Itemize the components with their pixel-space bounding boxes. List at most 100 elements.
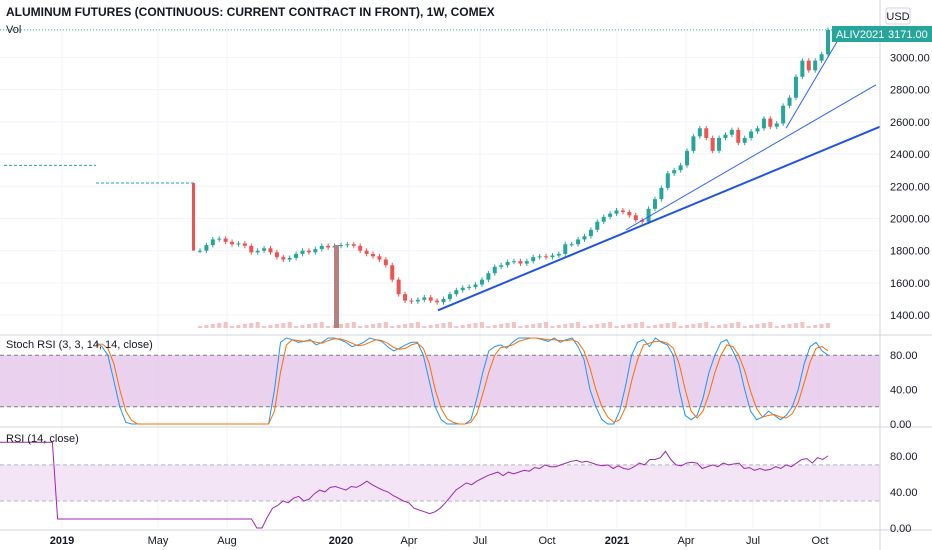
candle xyxy=(345,244,350,246)
candle xyxy=(665,173,670,188)
candle xyxy=(563,244,568,254)
volume-bar xyxy=(210,324,215,328)
volume-bar xyxy=(377,323,382,328)
volume-bar xyxy=(595,324,600,328)
rsi-line xyxy=(0,441,829,529)
volume-bar xyxy=(761,323,766,328)
volume-bar xyxy=(717,325,722,328)
candle xyxy=(505,261,510,266)
candle xyxy=(409,300,414,302)
volume-bar xyxy=(697,323,702,328)
volume-bar xyxy=(601,323,606,328)
time-tick-label: 2020 xyxy=(329,535,353,547)
volume-bar xyxy=(537,323,542,328)
candle xyxy=(800,60,805,77)
candle xyxy=(723,134,728,138)
candle xyxy=(428,297,433,301)
rsi-tick-label: 0.00 xyxy=(890,523,911,535)
volume-bar xyxy=(204,325,209,328)
volume-bar xyxy=(223,322,228,328)
volume-bar xyxy=(582,326,587,328)
volume-bar xyxy=(287,322,292,328)
candle xyxy=(761,118,766,129)
candle xyxy=(569,244,574,246)
volume-bar xyxy=(306,324,311,328)
volume-bar xyxy=(351,322,356,328)
currency-badge[interactable]: USD xyxy=(885,7,911,25)
volume-bar xyxy=(428,325,433,328)
volume-bar xyxy=(576,322,581,328)
candle xyxy=(210,239,215,246)
candle xyxy=(627,212,632,216)
volume-bar xyxy=(774,326,779,328)
volume-bar xyxy=(499,324,504,328)
volume-bar xyxy=(826,323,830,328)
price-tick-label: 1400.00 xyxy=(890,310,930,322)
candle xyxy=(774,123,779,127)
candle xyxy=(383,259,388,266)
candle xyxy=(512,261,516,263)
volume-bar xyxy=(787,324,792,328)
volume-bar xyxy=(691,324,696,328)
volume-bar xyxy=(338,324,343,328)
volume-bar xyxy=(755,324,760,328)
candle xyxy=(223,238,228,242)
candle xyxy=(678,165,683,171)
price-tag-symbol: ALIV2021 xyxy=(836,29,884,41)
volume-bar xyxy=(492,325,497,328)
candle xyxy=(249,245,254,253)
volume-bar xyxy=(345,323,350,328)
candle xyxy=(793,76,798,98)
currency-label: USD xyxy=(886,11,909,23)
volume-bar xyxy=(217,323,222,328)
candle xyxy=(454,290,459,295)
candle xyxy=(306,250,311,253)
volume-bar xyxy=(198,326,202,328)
trendline xyxy=(437,125,881,312)
stoch-band xyxy=(0,355,880,407)
candle xyxy=(319,245,324,250)
volume-bar xyxy=(704,322,709,328)
candle xyxy=(217,238,222,240)
volume-bar xyxy=(518,326,523,328)
volume-label: Vol xyxy=(6,24,21,36)
candle xyxy=(685,150,690,166)
trendline xyxy=(625,84,877,231)
candle xyxy=(460,287,465,291)
candle xyxy=(826,29,830,55)
price-tick-label: 1600.00 xyxy=(890,278,930,290)
volume-bar xyxy=(454,326,459,328)
volume-bar xyxy=(659,324,664,328)
volume-bar xyxy=(447,322,452,328)
candle xyxy=(338,245,343,247)
rsi-tick-label: 40.00 xyxy=(890,487,918,499)
volume-bar xyxy=(550,326,555,328)
candle xyxy=(601,216,606,222)
volume-bar xyxy=(435,324,440,328)
price-pane xyxy=(0,27,881,328)
volume-bar xyxy=(710,326,715,328)
stoch-d-line xyxy=(95,337,829,425)
stoch-tick-label: 40.00 xyxy=(890,385,918,397)
volume-bar xyxy=(742,326,747,328)
candle xyxy=(300,250,305,254)
volume-bar xyxy=(806,326,811,328)
candle xyxy=(697,128,702,137)
volume-bar xyxy=(665,323,670,328)
time-tick-label: Aug xyxy=(217,535,237,547)
candle xyxy=(608,213,613,217)
volume-bar xyxy=(685,325,690,328)
candle xyxy=(614,210,619,214)
candle xyxy=(294,253,299,258)
candle xyxy=(230,241,235,245)
candle xyxy=(204,245,209,251)
volume-bar xyxy=(620,325,625,328)
time-tick-label: 2021 xyxy=(605,535,629,547)
candle xyxy=(396,279,401,295)
volume-bar xyxy=(415,322,420,328)
volume-bar xyxy=(614,326,619,328)
candle xyxy=(192,183,195,251)
candle xyxy=(550,255,555,258)
candle xyxy=(479,279,484,285)
volume-bar xyxy=(678,326,683,328)
